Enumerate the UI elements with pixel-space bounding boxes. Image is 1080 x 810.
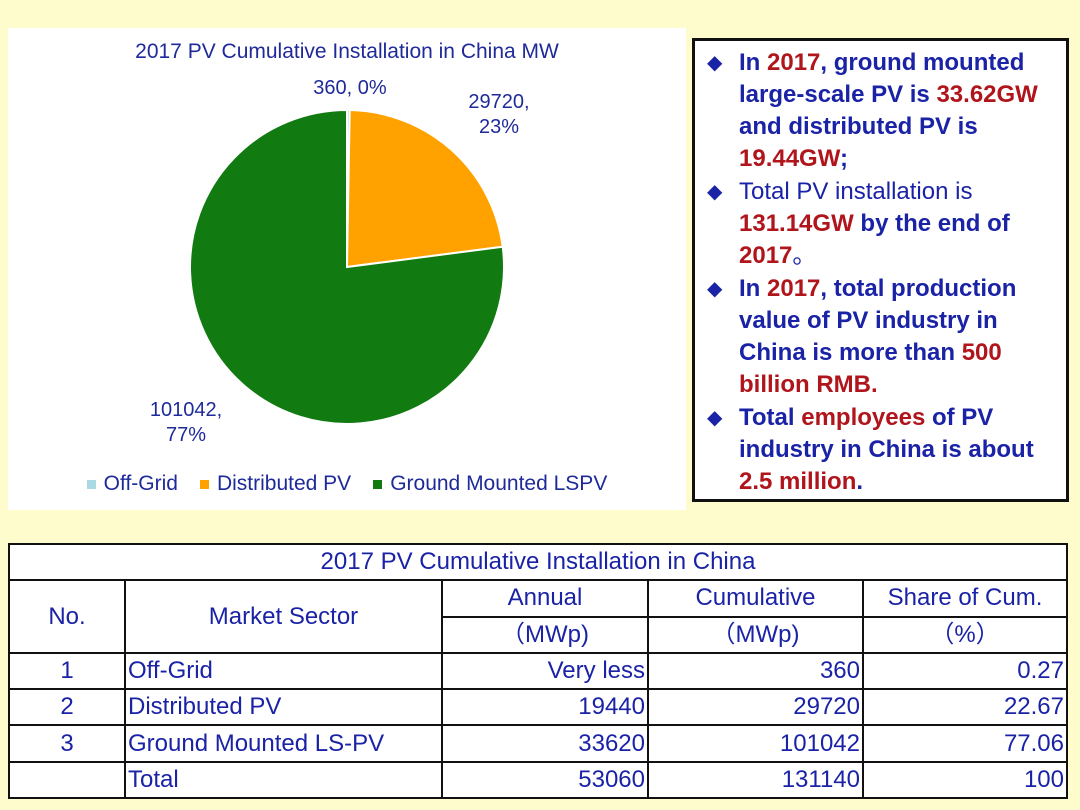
note-segment: 131.14GW (739, 210, 854, 237)
table-cell: Distributed PV (124, 688, 443, 727)
table-cell: Total (124, 760, 443, 800)
table-cell: 2 (8, 688, 126, 727)
table-cell: 33620 (441, 724, 649, 763)
note: ◆ Total employees of PV industry in China… (707, 402, 1058, 498)
table-cell: 22.67 (862, 688, 1068, 727)
chart-title: 2017 PV Cumulative Installation in China… (135, 40, 559, 63)
table-cell: 1 (8, 651, 126, 691)
unit-cell: （MWp) (647, 615, 864, 654)
note-segment: In (739, 275, 767, 302)
note-segment: 。 (792, 242, 817, 269)
table-row: Total 53060 131140 100 (8, 760, 1068, 800)
chart-panel: 2017 PV Cumulative Installation in China… (8, 28, 686, 510)
note-segment: In (739, 49, 767, 76)
pie-chart (189, 108, 505, 425)
bullet: ◆ (707, 278, 723, 300)
legend-swatch (199, 479, 209, 489)
unit-cell: （%） (862, 615, 1068, 654)
note: ◆ In 2017, ground mounted large-scale PV … (707, 47, 1058, 175)
header-cell: Cumulative (647, 579, 864, 618)
note-segment: Total (739, 404, 802, 431)
note-segment: 2.5 million (739, 468, 857, 495)
note-segment: 33.62GW (936, 81, 1038, 108)
bullet: ◆ (707, 181, 723, 203)
table-cell: 0.27 (862, 651, 1068, 691)
table-cell (8, 760, 126, 800)
table-cell: 19440 (441, 688, 649, 727)
note-segment: by the end of (853, 210, 1010, 237)
table-cell: Very less (441, 651, 649, 691)
note-segment: 2017 (767, 275, 821, 302)
table-row: 3 Ground Mounted LS-PV 33620 101042 77.06 (8, 724, 1068, 763)
note-text: Total PV installation is 131.14GW by the… (739, 176, 1058, 272)
pie-slice (189, 108, 505, 425)
bullet: ◆ (707, 407, 723, 429)
note-text: In 2017, ground mounted large-scale PV i… (739, 47, 1058, 175)
legend-swatch (373, 479, 383, 489)
note-segment: employees (801, 404, 926, 431)
data-table: 2017 PV Cumulative Installation in China… (8, 542, 1068, 800)
header-cell: Share of Cum. (862, 579, 1068, 618)
table-row: 2 Distributed PV 19440 29720 22.67 (8, 688, 1068, 727)
note-segment: . (856, 468, 864, 495)
table-cell: Off-Grid (124, 651, 443, 691)
unit-cell: （MWp) (441, 615, 649, 654)
note: ◆ Total PV installation is 131.14GW by th… (707, 176, 1058, 272)
table-cell: 100 (862, 760, 1068, 800)
note-segment: and distributed PV is (739, 113, 978, 140)
table-cell: 29720 (647, 688, 864, 727)
table-cell: 3 (8, 724, 126, 763)
note-text: Total employees of PV industry in China … (739, 402, 1058, 498)
table-title: 2017 PV Cumulative Installation in China (8, 542, 1068, 582)
legend-item: Distributed PV (199, 472, 352, 496)
data-label: 360, 0% (313, 77, 387, 99)
note-segment: 2017 (767, 49, 821, 76)
legend-item: Ground Mounted LSPV (373, 472, 607, 496)
table-cell: 101042 (647, 724, 864, 763)
header-cell: No. (8, 579, 126, 654)
note-segment: of PV industry in China is about (739, 404, 1034, 463)
note-segment: ; (839, 145, 848, 172)
note-segment: 500 billion RMB. (739, 339, 1002, 398)
data-label: 101042, 77% (149, 399, 223, 446)
table-cell: 53060 (441, 760, 649, 800)
note: ◆ In 2017, total production value of PV i… (707, 273, 1058, 401)
table-cell: Ground Mounted LS-PV (124, 724, 443, 763)
legend-swatch (86, 479, 96, 489)
legend-label: Distributed PV (216, 472, 352, 495)
legend-label: Off-Grid (103, 472, 178, 495)
note-segment: 19.44GW (739, 145, 840, 172)
data-label: 29720, 23% (468, 91, 530, 138)
note-segment: , total production value of PV industry … (739, 275, 1017, 366)
table-row: 1 Off-Grid Very less 360 0.27 (8, 651, 1068, 691)
table-cell: 77.06 (862, 724, 1068, 763)
notes-box: ◆ In 2017, ground mounted large-scale PV … (692, 38, 1069, 502)
note-text: In 2017, total production value of PV in… (739, 273, 1058, 401)
legend: Off-Grid Distributed PV Ground Mounted LSP… (8, 472, 686, 496)
note-segment: 2017 (739, 242, 793, 269)
note-segment: , ground mounted large-scale PV is (739, 49, 1025, 108)
header-cell: Market Sector (124, 579, 443, 654)
note-segment: Total PV installation is (739, 178, 973, 205)
header-cell: Annual (441, 579, 649, 618)
legend-item: Off-Grid (86, 472, 178, 496)
table-cell: 131140 (647, 760, 864, 800)
bullet: ◆ (707, 52, 723, 74)
legend-label: Ground Mounted LSPV (390, 472, 608, 495)
pie-slice (345, 109, 504, 269)
table-cell: 360 (647, 651, 864, 691)
